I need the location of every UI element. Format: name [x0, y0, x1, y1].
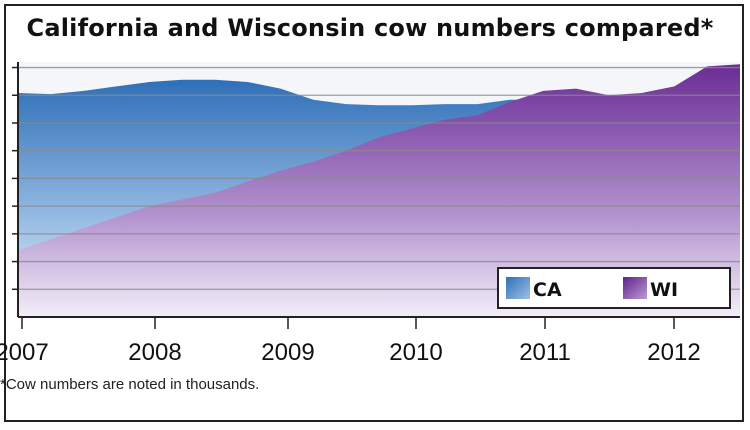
x-tick-label: 2007 — [0, 339, 49, 366]
x-tick-label: 2009 — [261, 339, 314, 366]
footnote: *Cow numbers are noted in thousands. — [0, 376, 260, 393]
legend-label-wi: WI — [650, 279, 678, 301]
x-tick-label: 2012 — [647, 339, 700, 366]
x-tick-label: 2011 — [519, 339, 571, 366]
legend-swatch-ca — [506, 277, 530, 299]
legend-label-ca: CA — [533, 279, 562, 301]
legend: CA WI — [497, 267, 731, 309]
x-tick-label: 2010 — [389, 339, 442, 366]
chart-title: California and Wisconsin cow numbers com… — [26, 14, 714, 42]
area-series-wi — [18, 64, 740, 317]
x-tick-label: 2008 — [128, 339, 181, 366]
legend-box — [497, 267, 731, 309]
legend-swatch-wi — [623, 277, 647, 299]
